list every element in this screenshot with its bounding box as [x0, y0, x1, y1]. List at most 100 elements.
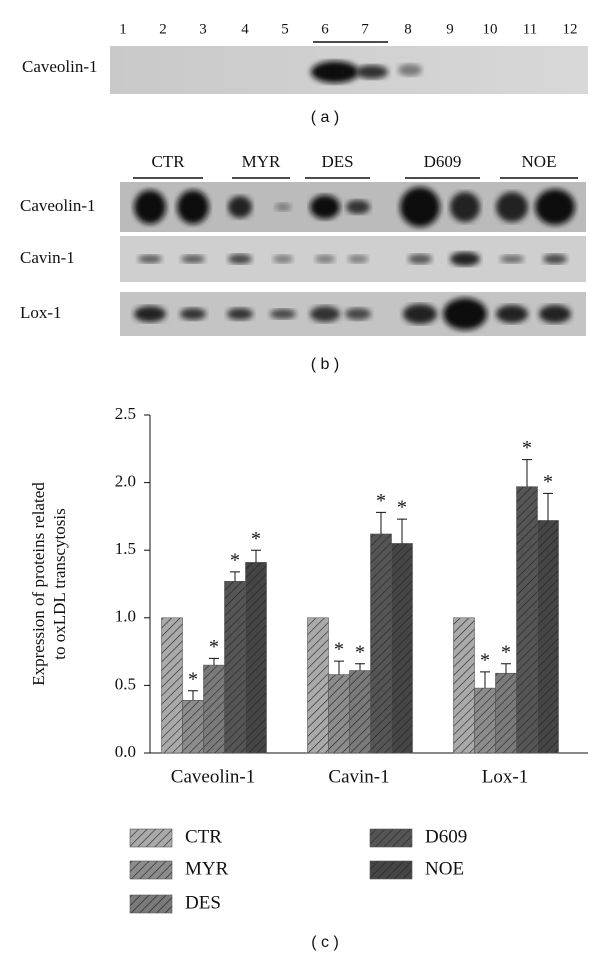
blot-band	[539, 305, 571, 323]
x-tick-label: Cavin-1	[328, 766, 389, 787]
group-label: MYR	[242, 152, 281, 171]
legend-label: MYR	[185, 858, 229, 879]
blot-band	[403, 304, 437, 324]
lane-number: 11	[523, 21, 537, 37]
blot-band	[138, 255, 162, 263]
blot-band	[450, 252, 480, 266]
legend-label: DES	[185, 892, 221, 913]
caption: ( a )	[311, 109, 339, 126]
bar	[495, 672, 517, 754]
bar	[161, 617, 183, 754]
blot-band	[228, 254, 252, 264]
bar	[224, 580, 246, 754]
lane-number: 9	[446, 21, 454, 37]
legend-swatch	[129, 828, 173, 848]
blot-band	[180, 308, 206, 320]
error-bar	[230, 571, 240, 582]
lane-number: 5	[281, 21, 289, 37]
caption: ( c )	[311, 934, 339, 951]
y-tick-label: 2.0	[115, 472, 136, 491]
legend-swatch	[129, 860, 173, 880]
bar	[391, 543, 413, 754]
blot-band	[348, 255, 368, 263]
significance: *	[480, 649, 490, 671]
error-bar	[209, 657, 219, 666]
blot-band	[134, 190, 166, 224]
blot-band	[408, 254, 432, 264]
lane-number: 2	[159, 21, 167, 37]
error-bar	[543, 492, 553, 521]
error-bar	[334, 660, 344, 675]
bar	[245, 562, 267, 754]
legend-swatch	[369, 828, 413, 848]
lane-number: 10	[483, 21, 498, 37]
significance: *	[376, 490, 386, 512]
x-tick-label: Lox-1	[482, 766, 528, 787]
group-label: CTR	[151, 152, 185, 171]
blot-band	[398, 64, 422, 76]
blot-band	[310, 195, 340, 219]
blot-band	[500, 255, 524, 263]
significance: *	[355, 641, 365, 663]
row-label: Caveolin-1	[22, 57, 98, 76]
bar	[182, 699, 204, 754]
blot-band	[496, 305, 528, 323]
blot-band	[535, 189, 575, 225]
row-label: Cavin-1	[20, 248, 75, 267]
bar	[349, 670, 371, 754]
lane-number: 3	[199, 21, 207, 37]
blot-band	[270, 309, 296, 319]
blot-band	[496, 192, 528, 222]
y-axis-label: Expression of proteins related	[29, 482, 48, 686]
blot-band	[543, 254, 567, 264]
error-bar	[397, 518, 407, 544]
y-tick-label: 0.0	[115, 742, 136, 761]
significance: *	[209, 636, 219, 658]
caption: ( b )	[311, 356, 339, 373]
bar	[516, 486, 538, 754]
group-label: D609	[424, 152, 462, 171]
blot-band	[345, 308, 371, 320]
blot-band	[346, 200, 370, 214]
error-bar	[501, 663, 511, 674]
error-bar	[376, 511, 386, 534]
blot-band	[443, 298, 487, 330]
legend-label: CTR	[185, 826, 222, 847]
bar	[328, 674, 350, 754]
significance: *	[251, 528, 261, 550]
bar	[474, 687, 496, 754]
error-bar	[188, 690, 198, 701]
significance: *	[522, 437, 532, 459]
lane-number: 7	[361, 21, 369, 37]
blot-band	[273, 255, 293, 263]
blot-band	[310, 306, 340, 322]
blot-band	[315, 255, 335, 263]
legend-label: D609	[425, 826, 467, 847]
bar	[537, 520, 559, 754]
blot-band	[450, 192, 480, 222]
significance: *	[334, 639, 344, 661]
lane-number: 4	[241, 21, 249, 37]
y-tick-label: 0.5	[115, 674, 136, 693]
group-label: NOE	[522, 152, 557, 171]
blot-band	[356, 65, 388, 79]
y-tick-label: 1.5	[115, 539, 136, 558]
lane-number: 12	[563, 21, 578, 37]
error-bar	[355, 663, 365, 671]
y-tick-label: 1.0	[115, 607, 136, 626]
lane-number: 8	[404, 21, 412, 37]
group-label: DES	[321, 152, 353, 171]
blot-band	[228, 196, 252, 218]
significance: *	[188, 668, 198, 690]
legend-swatch	[369, 860, 413, 880]
bar	[203, 664, 225, 754]
x-tick-label: Caveolin-1	[171, 766, 255, 787]
y-axis-label: to oxLDL transcytosis	[50, 508, 69, 659]
bar	[453, 617, 475, 754]
lane-number: 6	[321, 21, 329, 37]
significance: *	[397, 497, 407, 519]
row-label: Caveolin-1	[20, 196, 96, 215]
bar	[370, 533, 392, 754]
legend-label: NOE	[425, 858, 464, 879]
